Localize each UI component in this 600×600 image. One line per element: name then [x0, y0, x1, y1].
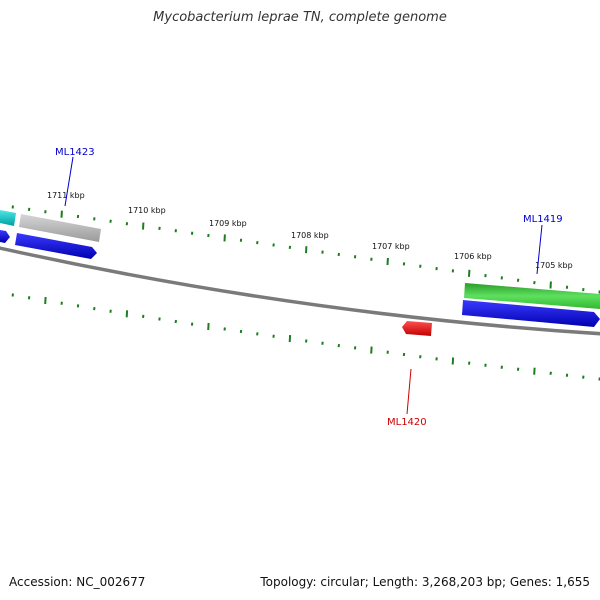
cds-feature-blue-left-edge[interactable] — [0, 230, 10, 243]
ruler-label-1711: 1711 kbp — [47, 191, 85, 200]
gene-feature-gray-ml1423[interactable] — [19, 214, 101, 242]
accession-text: Accession: NC_002677 — [9, 575, 146, 589]
ruler-label-1708: 1708 kbp — [291, 231, 329, 240]
gene-label-ml1423[interactable]: ML1423 — [55, 147, 95, 158]
ruler-label-1709: 1709 kbp — [209, 219, 247, 228]
leader-line-ml1419 — [536, 224, 543, 275]
ruler-label-1705: 1705 kbp — [535, 261, 573, 270]
gene-feature-cyan[interactable] — [0, 210, 16, 226]
ruler-label-1706: 1706 kbp — [454, 252, 492, 261]
genome-summary-text: Topology: circular; Length: 3,268,203 bp… — [260, 575, 590, 589]
gene-label-ml1420[interactable]: ML1420 — [387, 417, 427, 428]
upper-tick-track — [11, 205, 600, 294]
lower-tick-track — [11, 293, 600, 381]
genome-backbone — [0, 246, 600, 336]
ruler-label-1707: 1707 kbp — [372, 242, 410, 251]
leader-line-ml1423 — [64, 156, 74, 207]
cds-feature-blue-ml1419[interactable] — [462, 300, 600, 327]
map-title: Mycobacterium leprae TN, complete genome — [153, 10, 447, 25]
gene-feature-green-ml1419[interactable] — [464, 283, 600, 309]
gene-label-ml1419[interactable]: ML1419 — [523, 214, 563, 225]
cds-feature-blue-ml1423[interactable] — [15, 233, 97, 259]
cds-feature-red-ml1420[interactable] — [402, 321, 432, 336]
leader-line-ml1420 — [406, 368, 412, 415]
ruler-label-1710: 1710 kbp — [128, 206, 166, 215]
